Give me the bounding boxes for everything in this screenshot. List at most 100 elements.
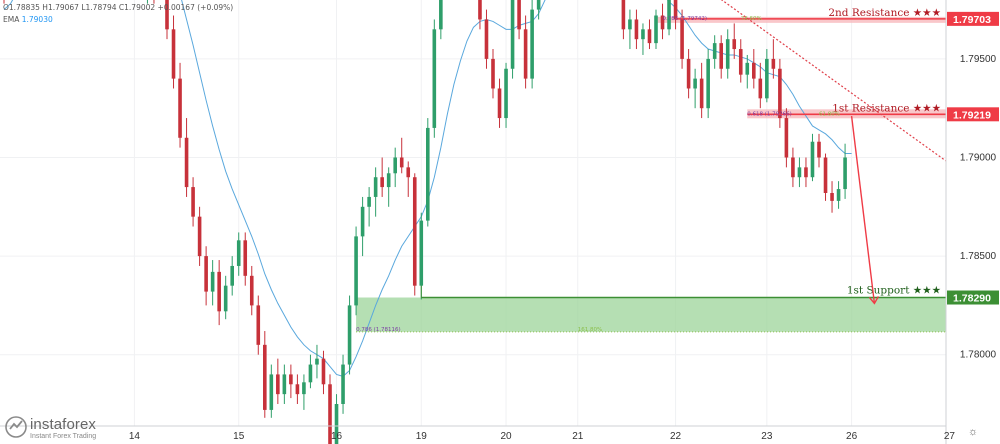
resistance-2-zone (656, 16, 946, 23)
candle (432, 19, 437, 138)
candle (693, 68, 697, 109)
candle (797, 157, 802, 188)
price-badge (947, 107, 999, 122)
time-tick-label: 27 (944, 431, 956, 442)
candle (217, 260, 221, 326)
candle (634, 9, 639, 50)
candle-body (693, 78, 697, 89)
price-axis[interactable]: 1.775001.780001.785001.790001.795001.800… (945, 0, 1000, 444)
candle-body (256, 305, 261, 345)
annotations: 2nd Resistance ★★★ 1st Resistance ★★★ 1st … (356, 0, 1000, 333)
candle-body (354, 236, 358, 306)
time-tick-label: 16 (331, 431, 343, 442)
candle (276, 358, 280, 404)
price-tick-label: 1.79000 (960, 153, 997, 164)
candle-body (621, 0, 626, 30)
candle (184, 118, 189, 197)
candle-body (197, 216, 202, 257)
candle (530, 0, 534, 89)
candle-body (399, 157, 404, 168)
candle-body (478, 0, 482, 20)
candle (197, 206, 202, 266)
candle (628, 9, 632, 50)
price-tick-label: 1.78000 (960, 350, 997, 361)
candle-body (752, 62, 756, 79)
price-tick-label: 1.78500 (960, 251, 997, 262)
candle-body (686, 58, 691, 89)
candle (419, 212, 424, 300)
candle (269, 364, 274, 418)
candle (315, 344, 319, 379)
candle-body (406, 167, 411, 178)
ema-legend-label: EMA (3, 15, 20, 24)
candle (328, 374, 332, 444)
candle-body (680, 19, 684, 59)
candle-body (784, 118, 789, 158)
candle-body (510, 0, 515, 69)
candle (347, 295, 352, 375)
candle-body (758, 78, 763, 99)
candle-body (230, 265, 234, 286)
candle-body (249, 275, 254, 306)
candle-body (634, 19, 639, 40)
candle (817, 133, 821, 168)
candle (178, 62, 182, 148)
ema-legend: EMA 1.79030 (3, 15, 53, 24)
fib-label: 0.618 (1.79266) (747, 111, 792, 117)
candle-body (830, 192, 834, 201)
candle-body (165, 0, 169, 30)
candle (523, 15, 528, 89)
time-tick-label: 15 (233, 431, 245, 442)
candle-body (836, 189, 841, 201)
candle-body (517, 0, 521, 30)
candle (791, 147, 795, 188)
candle (341, 354, 345, 414)
time-tick-label: 20 (500, 431, 512, 442)
candle (712, 35, 717, 69)
candle-body (295, 384, 300, 395)
candle-body (654, 15, 658, 44)
candle-body (706, 58, 710, 109)
candle-body (426, 127, 430, 221)
candle (745, 54, 750, 89)
time-tick-label: 14 (129, 431, 141, 442)
candle-body (745, 62, 750, 75)
candle-body (432, 29, 437, 128)
candle (373, 167, 378, 217)
candle (491, 49, 495, 99)
candle (536, 0, 541, 20)
candle (256, 295, 261, 355)
candle (426, 118, 430, 227)
time-tick-label: 23 (761, 431, 773, 442)
candle (758, 62, 763, 109)
price-tick-label: 1.79500 (960, 54, 997, 65)
ema-legend-value: 1.79030 (21, 15, 53, 24)
candle-body (269, 374, 274, 410)
candle (380, 157, 384, 197)
candle-body (647, 29, 652, 44)
candle-body (778, 68, 782, 119)
candle (393, 147, 397, 188)
candle (719, 35, 723, 79)
time-axis[interactable]: 14 15 16 19 20 21 22 23 26 27 (0, 425, 956, 442)
candle (191, 177, 195, 227)
gear-icon[interactable]: ☼ (968, 426, 979, 438)
candle-body (732, 39, 737, 50)
candle (647, 19, 652, 50)
candle (289, 364, 293, 399)
candle (752, 49, 756, 89)
price-badge-label: 1.79219 (953, 109, 991, 121)
candle-body (289, 374, 293, 385)
candle-body (725, 39, 730, 69)
time-tick-label: 22 (670, 431, 682, 442)
candle-body (210, 271, 215, 292)
candle-body (719, 43, 723, 69)
ohlc-readout: O1.78835 H1.79067 L1.78794 C1.79002 +0.0… (3, 3, 234, 12)
candle (236, 232, 241, 276)
candle-body (236, 240, 241, 266)
candle (641, 23, 645, 55)
fib-label: 0.786 (1.79742) (663, 16, 708, 22)
resistance-2-label: 2nd Resistance ★★★ (828, 7, 941, 19)
candle (249, 265, 254, 316)
